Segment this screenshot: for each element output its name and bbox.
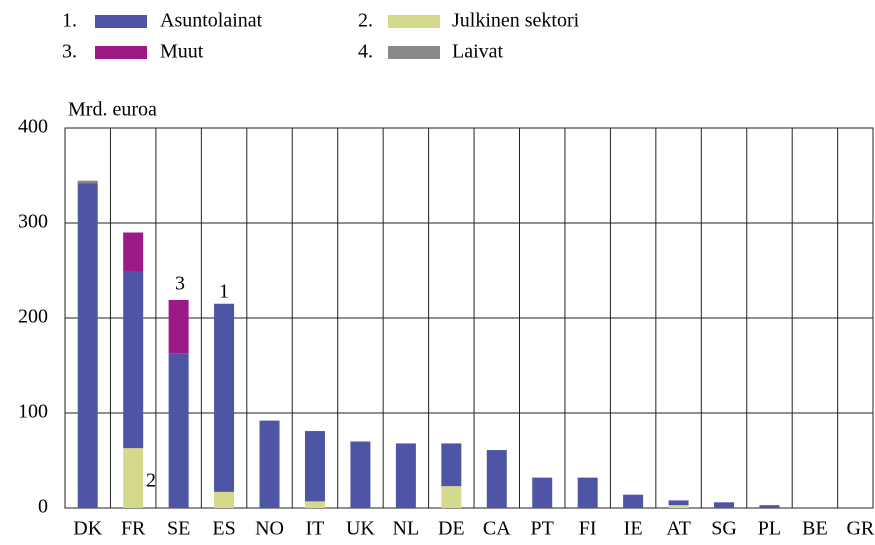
bar-segment (668, 500, 689, 506)
bar-segment (304, 431, 325, 502)
x-tick-label: IT (306, 518, 325, 540)
legend-label: Asuntolainat (160, 10, 263, 32)
x-tick-label: GR (846, 518, 874, 540)
y-tick-label: 200 (18, 306, 48, 328)
x-tick-label: NL (393, 518, 420, 540)
x-tick-label: PL (758, 518, 781, 540)
bar-segment (123, 271, 144, 449)
y-tick-label: 0 (38, 496, 48, 518)
x-tick-label: DK (73, 518, 102, 540)
legend-number: 2. (358, 10, 373, 32)
annotation: 1 (219, 281, 229, 303)
bar-segment (577, 477, 598, 508)
bar-segment (214, 491, 235, 508)
x-tick-label: BE (802, 518, 828, 540)
x-tick-label: FI (579, 518, 597, 540)
y-tick-label: 300 (18, 211, 48, 233)
x-tick-label: ES (212, 518, 235, 540)
bar-segment (304, 501, 325, 508)
bar-segment (168, 353, 189, 508)
bar-segment (395, 443, 416, 508)
legend-label: Muut (160, 41, 204, 63)
bar-segment (623, 494, 644, 508)
legend-swatch (388, 46, 440, 59)
bar-segment (168, 299, 189, 354)
bar-segment (441, 443, 462, 487)
bar-segment (214, 303, 235, 492)
legend-swatch (95, 46, 147, 59)
x-tick-label: SE (167, 518, 190, 540)
legend-number: 4. (358, 41, 373, 63)
bar-segment (441, 486, 462, 508)
bar-segment (350, 441, 371, 508)
y-tick-label: 400 (18, 116, 48, 138)
x-tick-label: FR (121, 518, 146, 540)
legend-swatch (95, 15, 147, 28)
x-tick-label: CA (483, 518, 511, 540)
legend-label: Julkinen sektori (452, 10, 580, 32)
x-tick-label: NO (255, 518, 284, 540)
annotation: 3 (175, 273, 185, 295)
bar-segment (532, 477, 553, 508)
bar-segment (668, 505, 689, 508)
plot-frame (64, 127, 874, 509)
bar-segment (759, 505, 780, 508)
bar-segment (77, 180, 98, 184)
bar-segment (486, 450, 507, 508)
x-tick-label: AT (666, 518, 690, 540)
legend-number: 1. (62, 10, 77, 32)
legend-label: Laivat (452, 41, 504, 63)
annotation: 2 (146, 470, 156, 492)
bar-segment (714, 502, 735, 508)
bar-segment (123, 448, 144, 508)
x-tick-label: PT (531, 518, 554, 540)
bar-segment (259, 420, 280, 508)
bar-segment (77, 183, 98, 508)
x-tick-label: UK (346, 518, 375, 540)
bar-segment (123, 232, 144, 272)
x-tick-label: SG (711, 518, 737, 540)
legend-number: 3. (62, 41, 77, 63)
legend-swatch (388, 15, 440, 28)
x-tick-label: IE (624, 518, 643, 540)
y-tick-label: 100 (18, 401, 48, 423)
x-tick-label: DE (438, 518, 465, 540)
y-axis-label: Mrd. euroa (68, 99, 157, 121)
